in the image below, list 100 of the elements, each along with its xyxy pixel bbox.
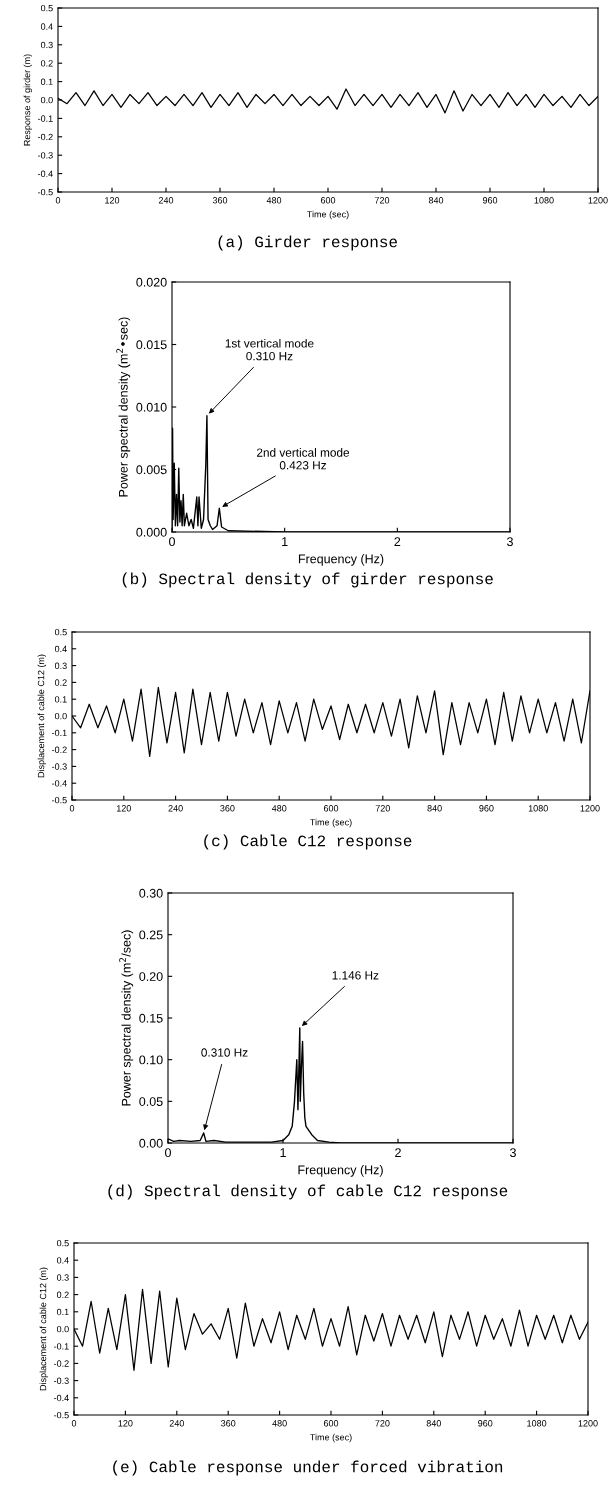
y-tick-label: 0.1 (54, 696, 67, 703)
text: (a) Girder response (218, 235, 397, 251)
y-tick-label: 0.0 (54, 712, 67, 720)
x-axis-title: Time (sec) (310, 818, 352, 828)
x-tick-label: 1200 (578, 1420, 598, 1427)
x-tick-label: 720 (374, 197, 390, 204)
y-tick-label: 0.2 (56, 1291, 69, 1298)
y-tick-label: -0.1 (51, 729, 67, 737)
x-tick-label: 840 (427, 805, 442, 812)
x-tick-label: 600 (320, 197, 336, 204)
y-tick-label: 0.10 (139, 1055, 163, 1065)
y-tick-label: 0.2 (54, 679, 67, 686)
x-axis-title: Time (sec) (307, 210, 349, 220)
x-tick-label: 2 (395, 1148, 401, 1157)
y-tick-label: 0.3 (40, 41, 53, 49)
x-tick-label: 240 (169, 1420, 184, 1427)
x-tick-label: 2 (394, 537, 401, 546)
x-tick-label: 600 (323, 805, 339, 812)
y-tick-label: -0.5 (37, 188, 53, 196)
x-axis-title: Frequency (Hz) (298, 1165, 383, 1177)
x-tick-label: 120 (118, 1420, 133, 1427)
x-tick-label: 600 (323, 1420, 339, 1427)
y-tick-label: -0.2 (51, 746, 67, 753)
y-axis-title: Power spectral density (m$^{2}$/sec) (119, 930, 134, 1106)
x-axis-title: Frequency (Hz) (298, 554, 384, 566)
x-tick-label: 1080 (534, 197, 554, 204)
x-tick-label: 3 (507, 537, 513, 547)
y-tick-label: 0.3 (54, 662, 67, 669)
y-axis-title: Response of girder (m) (23, 54, 33, 146)
x-tick-label: 1080 (528, 805, 548, 812)
y-tick-label: -0.3 (37, 152, 53, 159)
y-tick-label: 0.20 (139, 972, 163, 981)
annotation: 1st vertical mode 0.310 Hz (225, 338, 314, 361)
y-tick-label: 0.05 (139, 1097, 163, 1106)
x-tick-label: 240 (158, 197, 174, 204)
y-tick-label: 0.015 (136, 340, 167, 350)
y-tick-label: -0.2 (53, 1360, 69, 1367)
text: (d) Spectral density of cable C12 response (108, 1184, 508, 1200)
y-tick-label: 0.5 (56, 1239, 69, 1247)
y-tick-label: 0.1 (56, 1308, 69, 1316)
text: (e) Cable response under forced vibration (113, 1460, 503, 1476)
y-tick-label: 0.4 (40, 23, 53, 30)
y-axis-title: Displacement of cable C12 (m) (37, 654, 47, 778)
x-tick-label: 0 (71, 1420, 77, 1427)
x-tick-label: 480 (271, 805, 287, 812)
y-tick-label: 0.4 (54, 645, 67, 653)
y-tick-label: -0.2 (37, 133, 53, 141)
y-tick-label: 0.000 (136, 527, 167, 537)
x-tick-label: 360 (221, 1420, 236, 1427)
annotation: 0.310 Hz (201, 1048, 248, 1057)
x-tick-label: 0 (69, 805, 75, 812)
x-tick-label: 960 (479, 805, 494, 812)
y-tick-label: -0.3 (51, 763, 67, 770)
y-tick-label: 0.005 (136, 465, 167, 475)
x-tick-label: 480 (266, 197, 282, 204)
y-tick-label: 0.4 (56, 1257, 69, 1264)
x-tick-label: 360 (212, 197, 228, 204)
x-tick-label: 1200 (588, 197, 608, 204)
x-tick-label: 1200 (580, 805, 600, 812)
y-tick-label: 0.0 (40, 96, 53, 104)
y-tick-label: 0.2 (40, 60, 53, 67)
y-tick-label: 0.0 (56, 1325, 69, 1333)
y-tick-label: 0.020 (136, 277, 167, 287)
x-tick-label: 1 (282, 537, 288, 546)
y-tick-label: -0.4 (51, 780, 67, 787)
x-tick-label: 120 (116, 805, 131, 812)
x-tick-label: 840 (426, 1420, 441, 1427)
y-tick-label: 0.5 (40, 4, 53, 12)
y-tick-label: 0.25 (139, 930, 163, 940)
x-tick-label: 0 (55, 197, 61, 204)
y-tick-label: 0.1 (40, 78, 53, 85)
x-tick-label: 720 (375, 805, 390, 812)
y-tick-label: -0.5 (51, 796, 67, 804)
x-tick-label: 240 (168, 805, 183, 812)
y-tick-label: 0.5 (54, 628, 67, 636)
text: (b) Spectral density of girder response (122, 572, 493, 588)
y-tick-label: -0.4 (53, 1394, 69, 1402)
x-tick-label: 360 (220, 805, 235, 812)
x-tick-label: 1080 (527, 1420, 547, 1427)
x-tick-label: 480 (272, 1420, 287, 1427)
y-tick-label: -0.1 (37, 115, 53, 122)
y-axis-title: Power spectral density (m$^{2}$•sec) (116, 317, 131, 497)
x-tick-label: 960 (482, 197, 498, 204)
y-tick-label: -0.1 (53, 1343, 69, 1350)
y-tick-label: -0.5 (53, 1411, 69, 1419)
x-tick-label: 720 (375, 1420, 390, 1427)
x-tick-label: 1 (280, 1148, 286, 1157)
x-tick-label: 0 (169, 537, 175, 547)
y-axis-title: Displacement of cable C12 (m) (39, 1267, 49, 1391)
text: (c) Cable C12 response (204, 834, 412, 850)
x-tick-label: 0 (165, 1148, 171, 1158)
x-tick-label: 3 (510, 1148, 516, 1158)
y-tick-label: -0.3 (53, 1377, 69, 1384)
y-tick-label: 0.30 (139, 888, 163, 898)
y-tick-label: 0.3 (56, 1274, 69, 1281)
y-tick-label: 0.00 (139, 1138, 163, 1148)
y-tick-label: 0.010 (136, 402, 167, 412)
x-axis-title: Time (sec) (310, 1433, 352, 1443)
annotation: 2nd vertical mode 0.423 Hz (257, 448, 350, 470)
x-tick-label: 960 (478, 1420, 493, 1427)
